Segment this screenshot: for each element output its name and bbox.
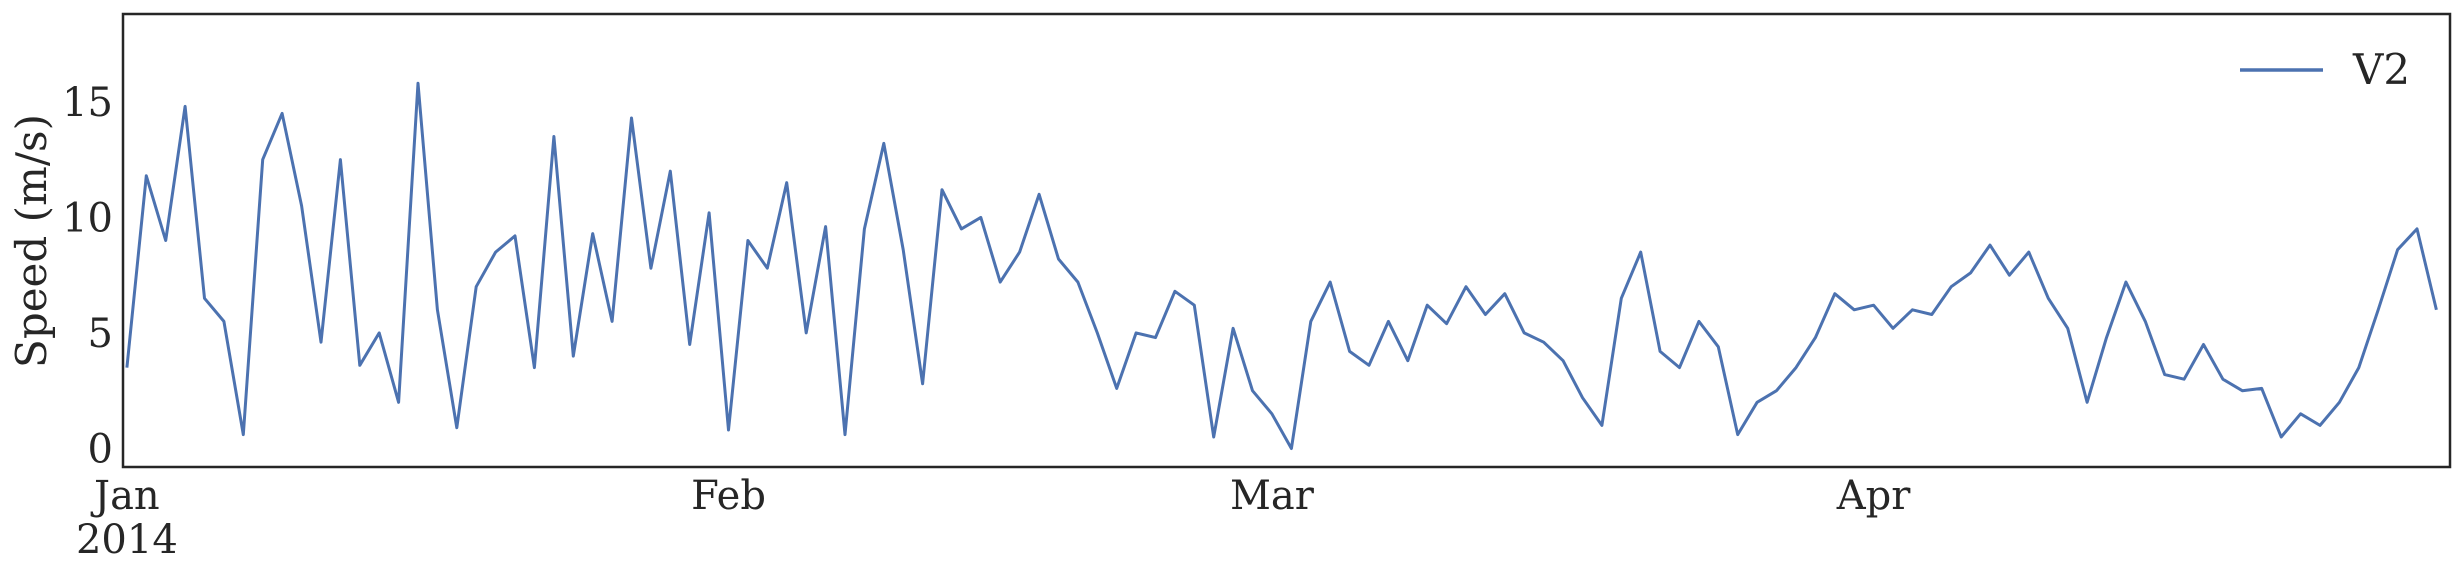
plot-frame <box>121 12 2452 469</box>
legend-label-v2: V2 <box>2352 45 2410 94</box>
x-tick-label: Feb <box>691 473 766 519</box>
legend: V2 <box>2240 45 2410 94</box>
y-tick-label: 5 <box>88 311 113 357</box>
y-axis-label: Speed (m/s) <box>7 114 56 368</box>
x-tick-sublabel: 2014 <box>76 517 178 563</box>
y-tick-label: 0 <box>88 427 113 473</box>
series-line-v2 <box>125 81 2438 450</box>
x-tick-label: Mar <box>1230 473 1315 519</box>
y-tick-label: 15 <box>62 80 113 126</box>
x-tick-label: Jan <box>90 473 160 519</box>
y-tick-label: 10 <box>62 195 113 241</box>
x-tick-label: Apr <box>1836 473 1911 519</box>
